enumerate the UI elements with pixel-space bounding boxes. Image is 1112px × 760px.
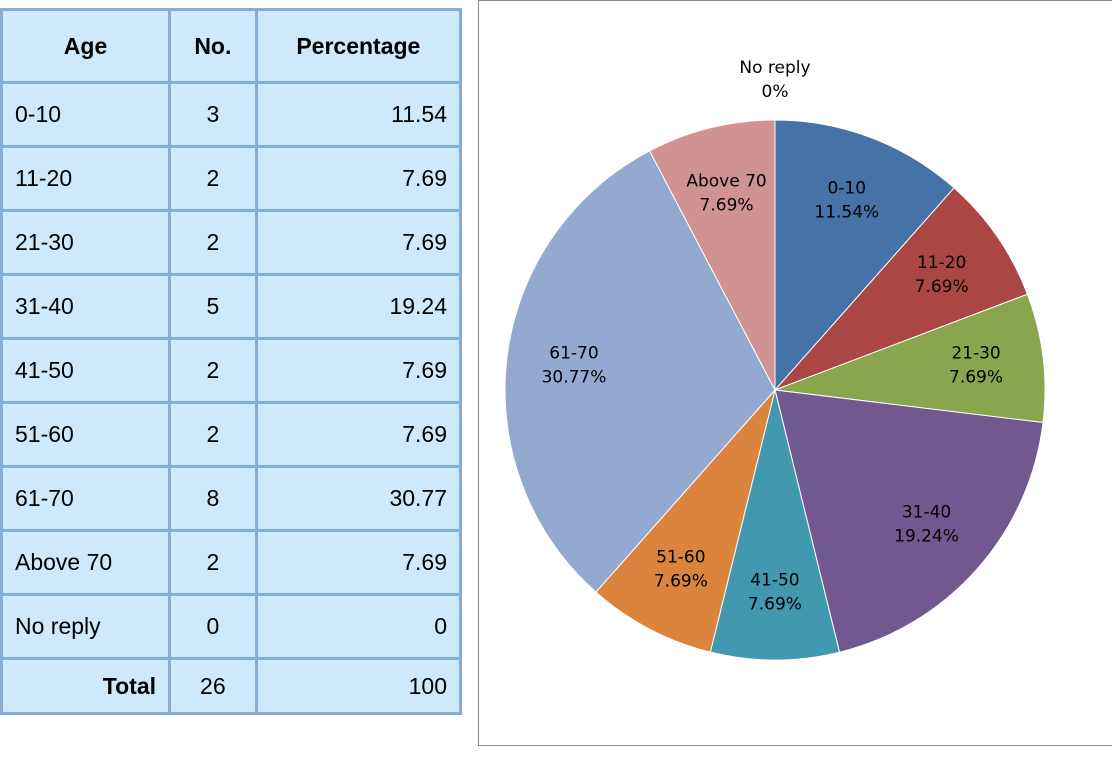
- table-cell: 100: [254, 657, 463, 715]
- table-cell: 61-70: [0, 465, 172, 532]
- slice-value-label: 7.69%: [915, 277, 969, 297]
- table-cell: 21-30: [0, 209, 172, 276]
- pie-slice: [709, 389, 841, 661]
- table-cell: 2: [168, 401, 258, 468]
- table-row: 0-10 3 11.54: [0, 81, 463, 148]
- table-cell: 30.77: [254, 465, 463, 532]
- total-row: Total 26 100: [0, 657, 463, 715]
- table-cell: 8: [168, 465, 258, 532]
- age-table: Age No. Percentage 0-10 3 11.54 11-20 2 7.69 21-3…: [0, 8, 463, 715]
- table-cell: 2: [168, 337, 258, 404]
- slice-label: 21-30: [951, 344, 1000, 364]
- table-cell: 7.69: [254, 401, 463, 468]
- table-cell: 0-10: [0, 81, 172, 148]
- table-cell: 2: [168, 529, 258, 596]
- slice-label: 11-20: [917, 253, 966, 273]
- table-cell: No.: [168, 8, 258, 84]
- table-cell: Total: [0, 657, 172, 715]
- table-cell: Age: [0, 8, 172, 84]
- table-cell: 7.69: [254, 209, 463, 276]
- slice-label: Above 70: [686, 171, 766, 191]
- table-cell: 5: [168, 273, 258, 340]
- table-cell: 7.69: [254, 145, 463, 212]
- pie-slice: [774, 293, 1046, 424]
- slice-label: 51-60: [656, 547, 705, 567]
- table-row: 51-60 2 7.69: [0, 401, 463, 468]
- pie-chart: 0-10 11.54% 11-20 7.69% 21-30 7.69% 31-40 19.24…: [478, 0, 1112, 746]
- table-cell: No reply: [0, 593, 172, 660]
- table-cell: 0: [168, 593, 258, 660]
- table-row: 11-20 2 7.69: [0, 145, 463, 212]
- slice-label: 0-10: [828, 179, 867, 199]
- slice-label: 41-50: [750, 571, 799, 591]
- slice-value-label: 7.69%: [949, 368, 1003, 388]
- table-cell: 26: [168, 657, 258, 715]
- slice-label: 61-70: [549, 344, 598, 364]
- slice-value-label: 19.24%: [894, 526, 959, 546]
- slice-value-label: 0%: [762, 82, 789, 102]
- table-cell: 2: [168, 209, 258, 276]
- slice-label: No reply: [739, 58, 810, 78]
- table-row: 41-50 2 7.69: [0, 337, 463, 404]
- table-row: 31-40 5 19.24: [0, 273, 463, 340]
- table-cell: 7.69: [254, 529, 463, 596]
- table-cell: 11.54: [254, 81, 463, 148]
- slice-label: 31-40: [902, 502, 951, 522]
- table-cell: Percentage: [254, 8, 463, 84]
- table-cell: 11-20: [0, 145, 172, 212]
- slice-value-label: 7.69%: [748, 595, 802, 615]
- slice-value-label: 7.69%: [700, 195, 754, 215]
- slice-value-label: 11.54%: [814, 203, 879, 223]
- table-cell: 19.24: [254, 273, 463, 340]
- pie-slice: [774, 389, 1044, 653]
- table-cell: 7.69: [254, 337, 463, 404]
- table-row: 21-30 2 7.69: [0, 209, 463, 276]
- table-cell: Above 70: [0, 529, 172, 596]
- pie-slice: [774, 187, 1029, 391]
- table-cell: 51-60: [0, 401, 172, 468]
- table-row: No reply 0 0: [0, 593, 463, 660]
- header-row: Age No. Percentage: [0, 8, 463, 84]
- table-cell: 41-50: [0, 337, 172, 404]
- pie-slice: [504, 150, 776, 593]
- pie-slice: [774, 119, 955, 392]
- pie-slice: [595, 389, 776, 653]
- slice-value-label: 30.77%: [542, 368, 607, 388]
- table-cell: 31-40: [0, 273, 172, 340]
- table-cell: 2: [168, 145, 258, 212]
- table-row: 61-70 8 30.77: [0, 465, 463, 532]
- pie-slice: [648, 119, 776, 391]
- slice-value-label: 7.69%: [654, 571, 708, 591]
- table-row: Above 70 2 7.69: [0, 529, 463, 596]
- table-cell: 3: [168, 81, 258, 148]
- table-cell: 0: [254, 593, 463, 660]
